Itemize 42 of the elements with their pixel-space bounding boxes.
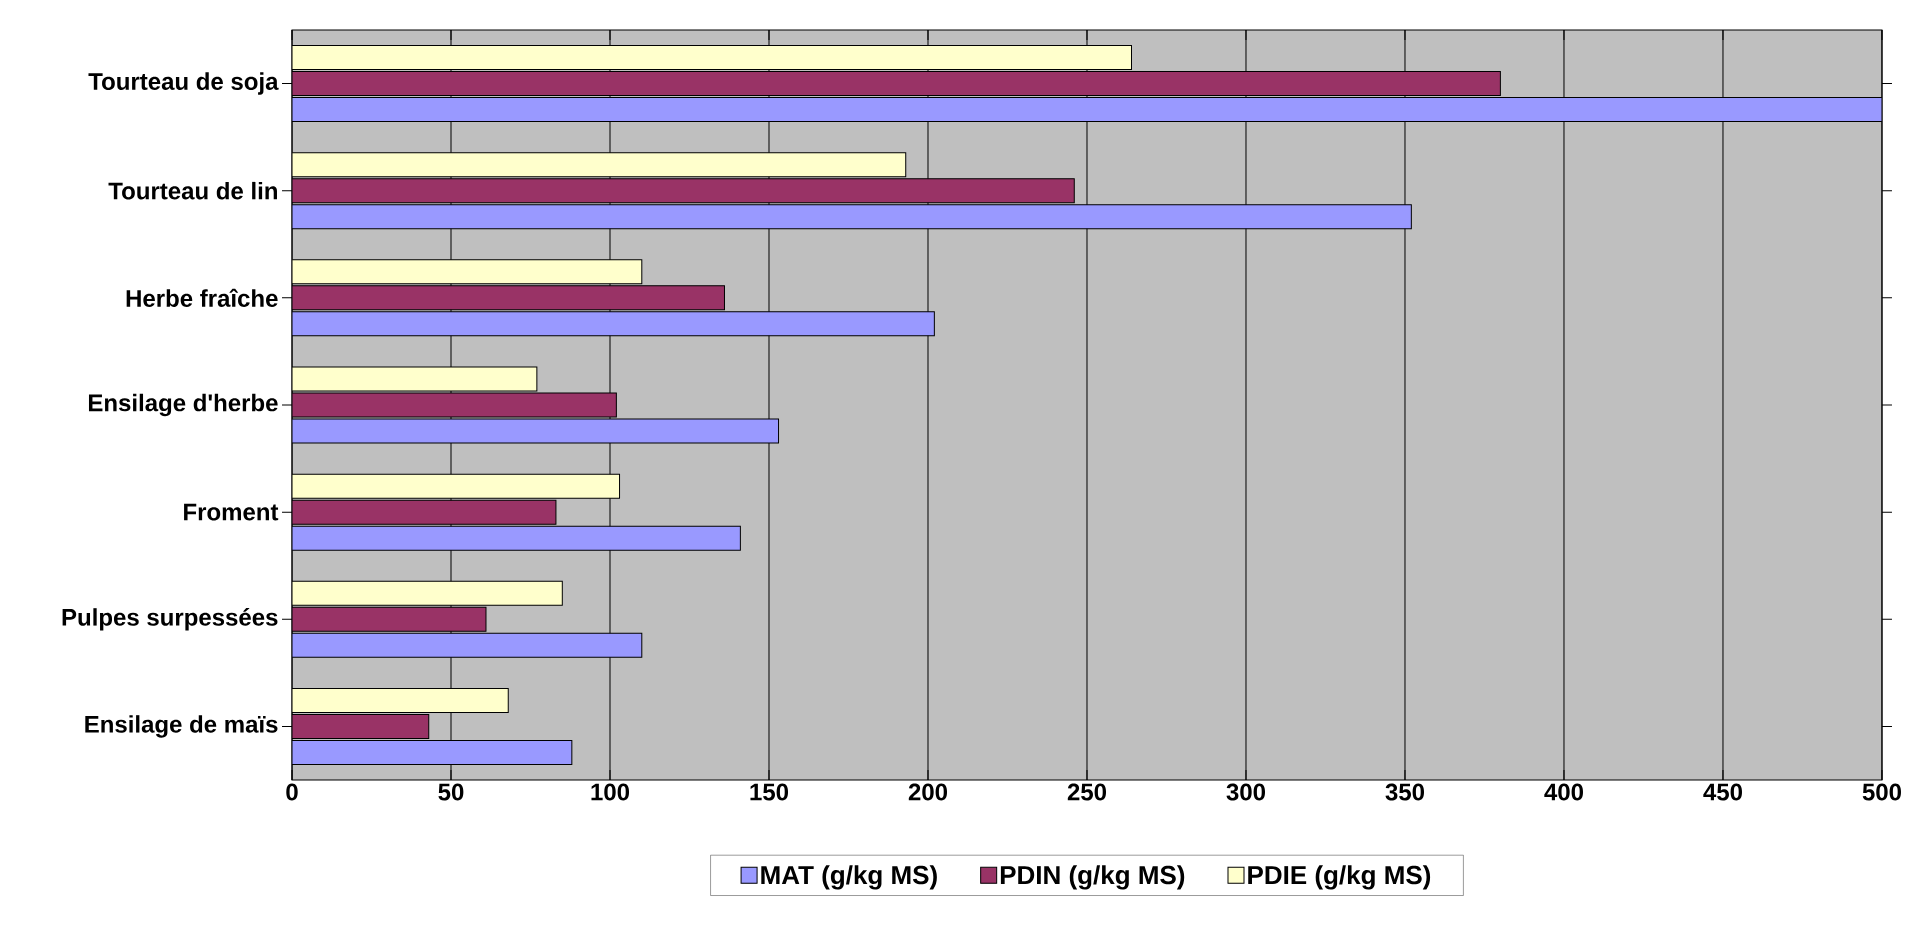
x-tick-label: 150 (750, 783, 789, 801)
x-tick-label: 300 (1226, 783, 1266, 801)
y-tick-label: Pulpes surpessées (62, 607, 278, 631)
bar (292, 204, 1412, 230)
bar (292, 687, 509, 713)
bar (292, 632, 643, 658)
bar (292, 580, 563, 606)
bar (292, 97, 1882, 123)
bar (292, 499, 557, 525)
legend-label: MAT (g/kg MS) (761, 865, 937, 890)
bar (292, 739, 573, 765)
bar (292, 525, 741, 551)
bar (292, 178, 1075, 204)
x-tick-label: 500 (1862, 783, 1901, 801)
x-tick-label: 100 (591, 783, 630, 801)
bar (292, 311, 935, 337)
bar (292, 606, 487, 632)
bar (292, 285, 725, 311)
bar (292, 392, 617, 418)
bar (292, 418, 780, 444)
legend-label: PDIN (g/kg MS) (1000, 865, 1185, 890)
x-tick-label: 50 (438, 783, 464, 801)
y-tick-label: Tourteau de lin (108, 181, 277, 200)
y-tick-label: Tourteau de soja (88, 72, 279, 95)
x-tick-label: 0 (286, 783, 298, 801)
bar (292, 473, 621, 499)
bar (292, 71, 1501, 97)
y-tick-label: Ensilage de maïs (85, 715, 278, 738)
bar (292, 366, 538, 392)
y-tick-label: Herbe fraîche (126, 288, 278, 307)
x-tick-label: 400 (1544, 783, 1583, 801)
y-tick-label: Ensilage d'herbe (88, 393, 278, 417)
bar (292, 152, 907, 178)
bar (292, 259, 643, 285)
bar (292, 45, 1133, 71)
x-tick-label: 250 (1067, 783, 1107, 801)
x-tick-label: 450 (1703, 783, 1742, 801)
y-tick-label: Froment (184, 503, 279, 521)
x-tick-label: 200 (908, 783, 948, 801)
legend-label: PDIE (g/kg MS) (1248, 865, 1431, 890)
bar (292, 713, 430, 739)
x-tick-label: 350 (1385, 783, 1425, 801)
